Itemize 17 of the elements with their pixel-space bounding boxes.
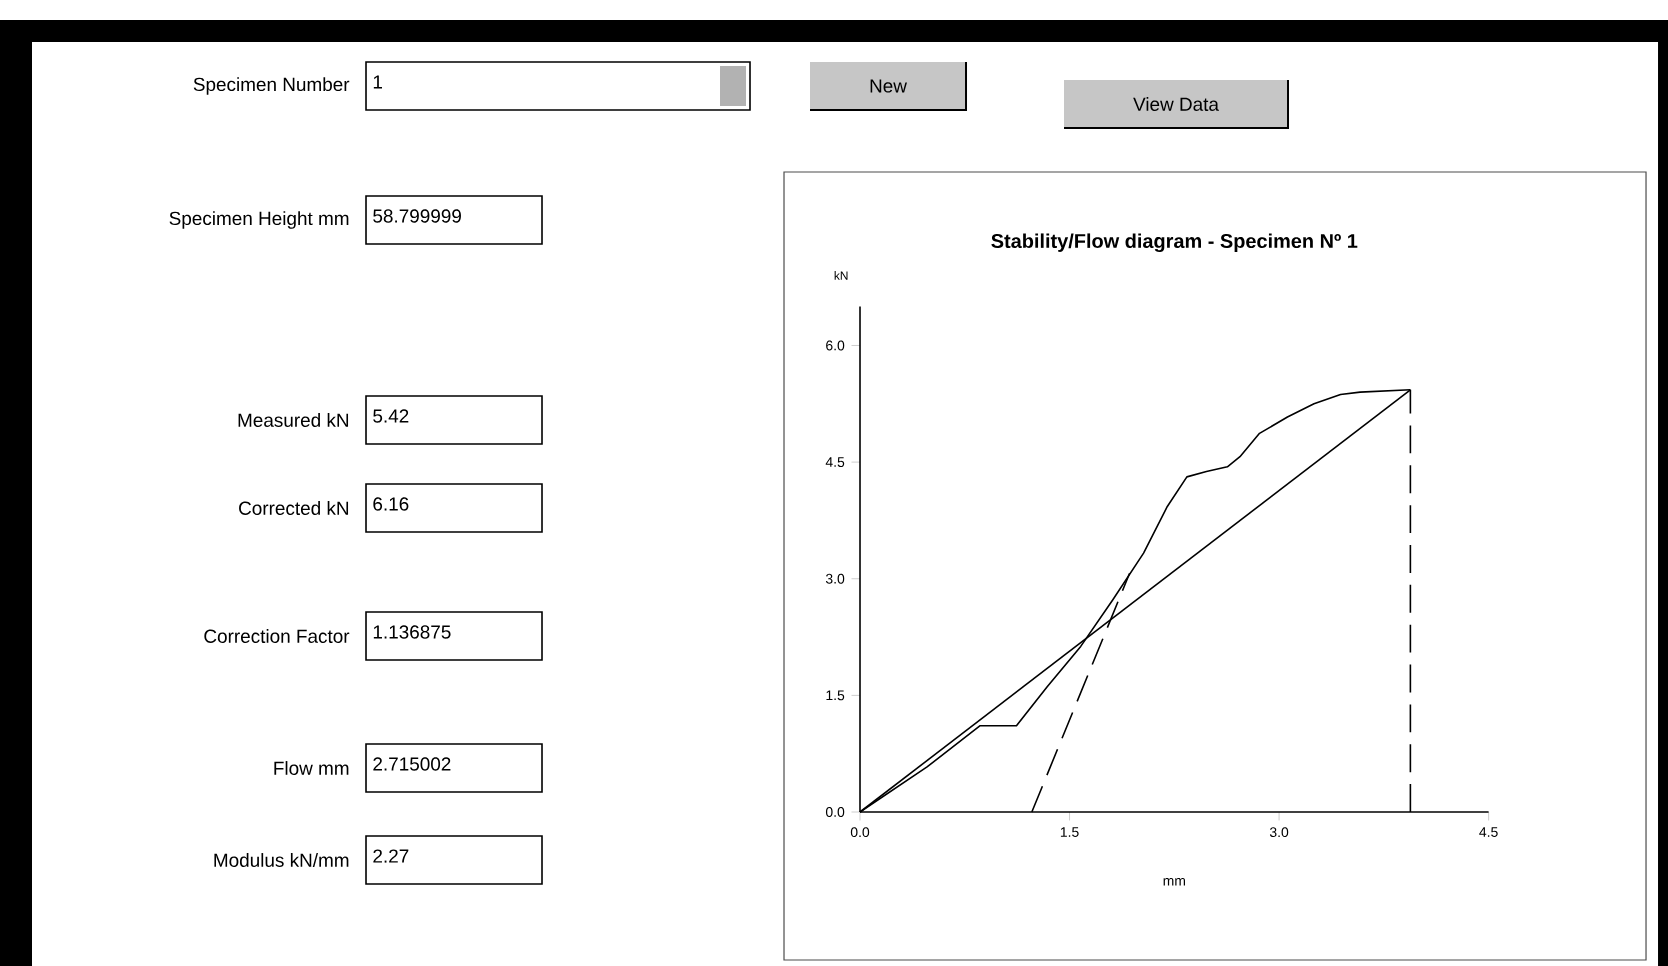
text: Corrected kN: [239, 501, 349, 515]
text: 1.136875: [373, 625, 451, 639]
text: Correction Factor: [204, 629, 350, 643]
text: Measured kN: [238, 413, 349, 427]
text: Specimen Height mm: [169, 211, 349, 229]
text: New: [870, 79, 907, 93]
chart-title: Stability/Flow diagram - Specimen Nº 1: [991, 233, 1358, 253]
text: Flow mm: [274, 761, 349, 775]
text: 2.715002: [373, 757, 451, 771]
text: 1: [373, 75, 382, 89]
text: View Data: [1133, 97, 1219, 111]
text: Modulus kN/mm: [214, 853, 349, 867]
text: Specimen Number: [193, 77, 350, 95]
text: 6.16: [373, 497, 409, 511]
text: 5.42: [373, 409, 409, 423]
text: 2.27: [373, 849, 409, 863]
text: 58.799999: [373, 209, 461, 223]
